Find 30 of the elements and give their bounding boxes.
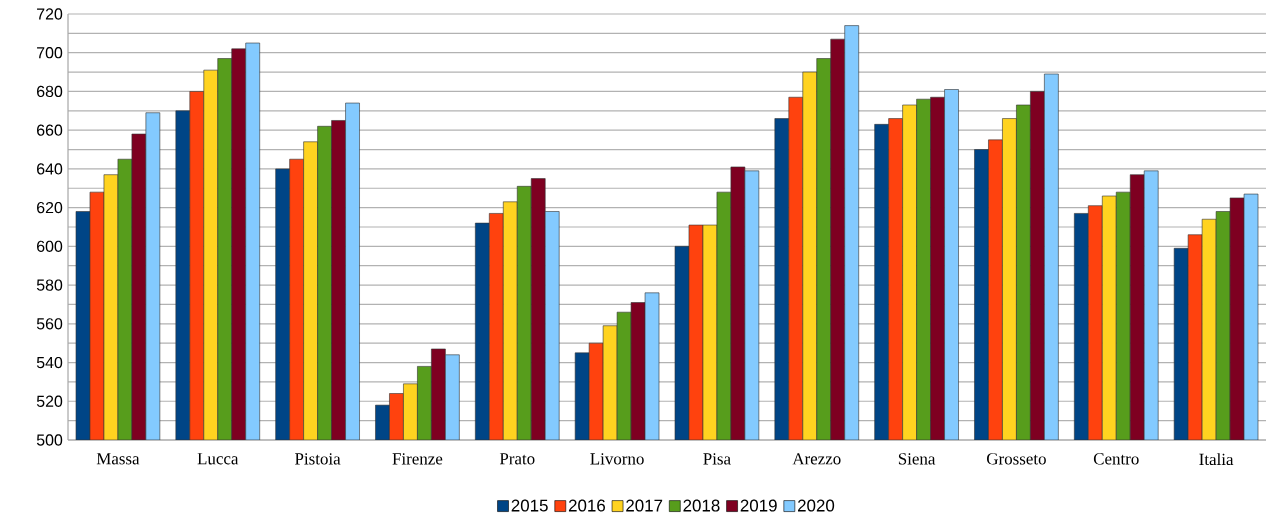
x-tick-label: Arezzo	[792, 453, 841, 465]
y-tick-label: 680	[37, 85, 63, 98]
legend-label: 2017	[626, 499, 663, 512]
y-tick-label: 520	[36, 395, 63, 407]
x-tick-label: Siena	[898, 453, 936, 465]
x-tick-label: Prato	[499, 453, 535, 465]
x-tick-label: Firenze	[392, 453, 443, 465]
x-tick-label: Italia	[1199, 453, 1234, 466]
x-tick-label: Livorno	[590, 453, 644, 465]
legend-label: 2015	[511, 499, 548, 512]
x-tick-label: Lucca	[197, 453, 239, 465]
x-tick-label: Pisa	[703, 453, 731, 465]
y-tick-label: 540	[36, 356, 63, 369]
legend-label: 2020	[797, 499, 835, 512]
x-tick-label: Pistoia	[295, 453, 341, 465]
y-tick-label: 700	[37, 47, 63, 59]
y-tick-label: 660	[37, 124, 63, 136]
x-tick-label: Grosseto	[987, 453, 1046, 465]
legend-label: 2019	[740, 499, 777, 512]
y-tick-label: 580	[36, 279, 63, 291]
y-tick-label: 620	[37, 201, 63, 214]
x-tick-label: Centro	[1093, 453, 1139, 465]
legend-label: 2018	[683, 499, 720, 512]
y-tick-label: 500	[36, 434, 63, 446]
legend-label: 2016	[568, 499, 605, 512]
x-tick-label: Massa	[96, 453, 140, 465]
y-tick-label: 560	[36, 318, 63, 330]
y-tick-label: 720	[37, 8, 63, 20]
y-tick-label: 600	[37, 240, 63, 252]
y-tick-label: 640	[37, 163, 63, 175]
